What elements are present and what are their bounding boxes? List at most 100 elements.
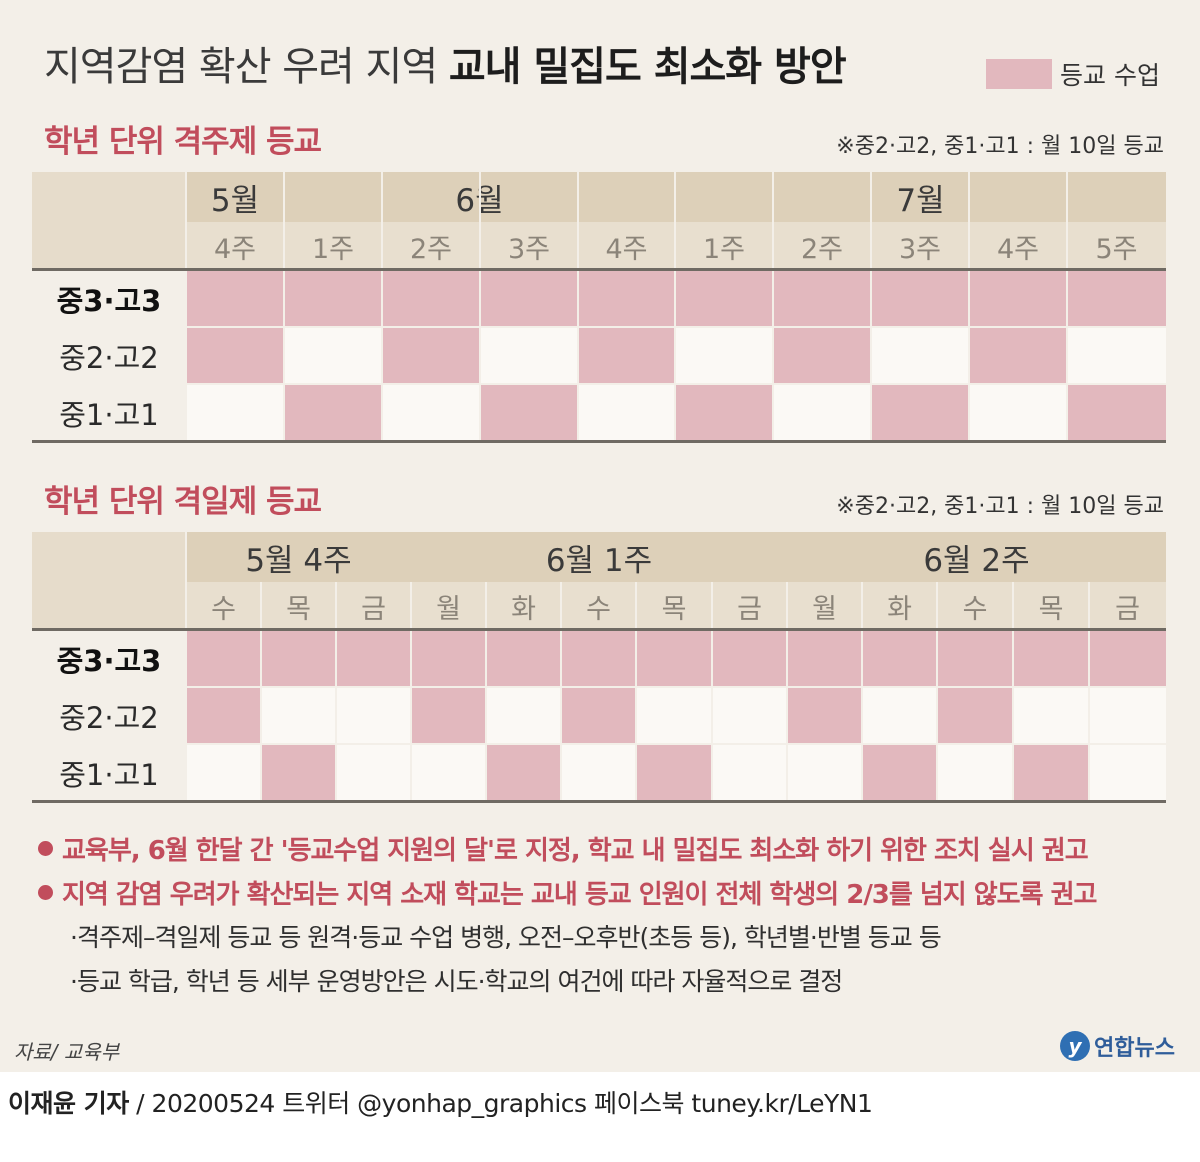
attend-cell [937,630,1013,687]
column-divider [485,582,487,801]
attend-cell [1013,744,1089,801]
off-cell [561,744,636,801]
row-label-grade1: 중1·고1 [59,757,159,792]
off-cell [871,327,969,384]
attend-cell [284,270,382,327]
attend-cell [871,384,969,441]
attend-cell [862,630,937,687]
day-header: 금 [712,582,787,630]
attend-cell [675,384,773,441]
attend-cell [787,687,862,744]
off-cell [578,384,675,441]
section2-title: 학년 단위 격일제 등교 [44,484,322,520]
attend-cell [578,327,675,384]
off-cell [712,687,787,744]
column-divider [410,582,412,801]
attend-cell [871,270,969,327]
attend-cell [561,630,636,687]
day-header: 수 [186,582,261,630]
off-cell [862,687,937,744]
week-header: 4주 [578,222,675,270]
row-label-grade3: 중3·고3 [56,643,162,678]
row-divider [32,743,1166,745]
attend-cell [561,687,636,744]
day-header: 월 [787,582,862,630]
attend-cell [1067,384,1166,441]
bottom-rule [32,800,1166,803]
week-header: 2주 [382,222,480,270]
header-rule [32,628,1166,631]
attend-cell [382,270,480,327]
off-cell [336,744,411,801]
attend-cell [186,630,261,687]
off-cell [284,327,382,384]
table-corner [32,532,186,630]
column-divider [479,172,481,441]
off-cell [937,744,1013,801]
off-cell [712,744,787,801]
off-cell [773,384,871,441]
week-header: 3주 [480,222,578,270]
infographic-panel: 지역감염 확산 우려 지역 교내 밀집도 최소화 방안 등교 수업 학년 단위 … [0,0,1200,1072]
attend-cell [862,744,937,801]
attend-cell [284,384,382,441]
attend-cell [1013,630,1089,687]
attend-cell [486,744,561,801]
column-divider [577,172,579,441]
column-divider [560,582,562,801]
column-divider [335,582,337,801]
off-cell [1013,687,1089,744]
title-light: 지역감염 확산 우려 지역 [44,44,449,90]
yonhap-logo-name: 연합뉴스 [1094,1036,1175,1061]
credit-line: 이재윤 기자 / 20200524 트위터 @yonhap_graphics 페… [8,1084,873,1120]
yonhap-logo-icon: y [1060,1031,1090,1061]
attend-cell [261,744,336,801]
bullet-note: 지역 감염 우려가 확산되는 지역 소재 학교는 교내 등교 인원이 전체 학생… [36,874,1097,910]
attend-cell [411,687,486,744]
credit-details: / 20200524 트위터 @yonhap_graphics 페이스북 tun… [128,1089,873,1118]
week-group-header: 6월 1주 [411,532,787,582]
off-cell [1089,687,1166,744]
column-divider [936,582,938,801]
week-header: 5주 [1067,222,1166,270]
attend-cell [969,270,1067,327]
column-divider [711,582,713,801]
attend-cell [937,687,1013,744]
attend-cell [1089,630,1166,687]
off-cell [969,384,1067,441]
week-group-header: 5월 4주 [186,532,411,582]
notes-section: 교육부, 6월 한달 간 '등교수업 지원의 달'로 지정, 학교 내 밀집도 … [36,830,1097,1004]
column-divider [283,172,285,441]
section1-title: 학년 단위 격주제 등교 [44,124,322,160]
legend-swatch [986,59,1052,89]
attend-cell [712,630,787,687]
column-divider [870,172,872,441]
week-header: 1주 [284,222,382,270]
column-divider [185,532,187,801]
day-header: 화 [486,582,561,630]
bottom-rule [32,440,1166,443]
off-cell [1089,744,1166,801]
off-cell [261,687,336,744]
page-title: 지역감염 확산 우려 지역 교내 밀집도 최소화 방안 [44,34,847,92]
column-divider [635,582,637,801]
legend: 등교 수업 [986,56,1160,92]
attend-cell [411,630,486,687]
bullet-note: 교육부, 6월 한달 간 '등교수업 지원의 달'로 지정, 학교 내 밀집도 … [36,830,1096,866]
week-header: 1주 [675,222,773,270]
off-cell [636,687,712,744]
attend-cell [1067,270,1166,327]
month-header: 7월 [675,172,1166,222]
week-header: 2주 [773,222,871,270]
yonhap-logo: y 연합뉴스 [1060,1030,1175,1062]
biweekly-schedule-table: 5월 6월 7월 4주 1주 2주 3주 4주 1주 2주 3주 4주 5주 중… [32,172,1166,443]
off-cell [382,384,480,441]
column-divider [772,172,774,441]
attend-cell [969,327,1067,384]
attend-cell [261,630,336,687]
off-cell [1067,327,1166,384]
reporter-name: 이재윤 기자 [8,1089,129,1118]
attend-cell [486,630,561,687]
month-header: 5월 [186,172,284,222]
